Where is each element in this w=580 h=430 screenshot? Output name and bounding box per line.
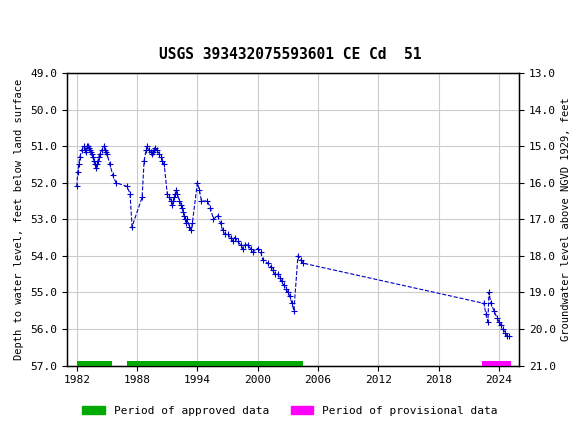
Y-axis label: Depth to water level, feet below land surface: Depth to water level, feet below land su… bbox=[14, 79, 24, 360]
Y-axis label: Groundwater level above NGVD 1929, feet: Groundwater level above NGVD 1929, feet bbox=[561, 98, 571, 341]
Text: USGS 393432075593601 CE Cd  51: USGS 393432075593601 CE Cd 51 bbox=[159, 47, 421, 62]
Text: ╳USGS: ╳USGS bbox=[12, 15, 70, 37]
Legend: Period of approved data, Period of provisional data: Period of approved data, Period of provi… bbox=[78, 401, 502, 420]
